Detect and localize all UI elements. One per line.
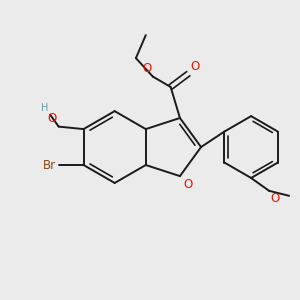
Text: H: H [41, 103, 49, 113]
Text: O: O [142, 62, 152, 75]
Text: O: O [191, 59, 200, 73]
Text: O: O [271, 192, 280, 205]
Text: O: O [48, 112, 57, 125]
Text: Br: Br [43, 158, 56, 172]
Text: O: O [184, 178, 193, 191]
